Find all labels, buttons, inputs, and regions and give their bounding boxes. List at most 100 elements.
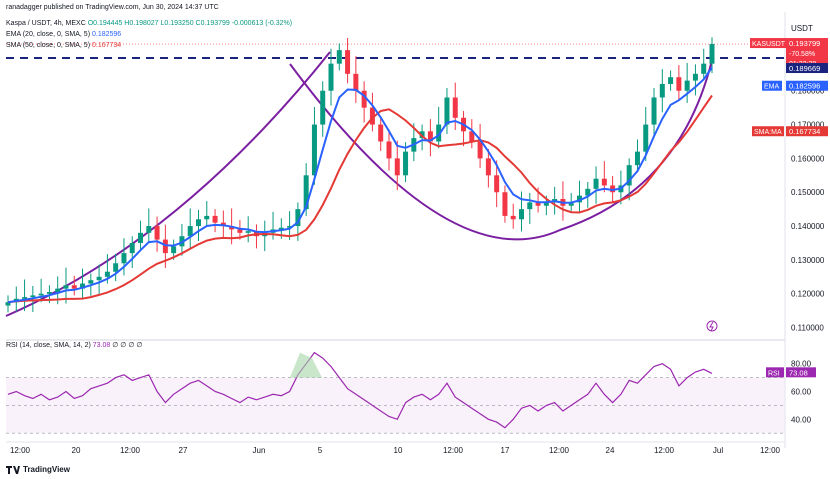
rsi-tick-label: 40.00: [791, 415, 812, 424]
sma-tag-name: SMA:MA: [754, 129, 782, 136]
price-tick-label: 0.150000: [791, 188, 825, 197]
sma-tag-bg: [786, 126, 828, 137]
symbol-tag-name: KASUSDT: [752, 41, 786, 48]
time-tick-label: 24: [606, 446, 615, 455]
candle-body: [353, 73, 359, 91]
tradingview-logo[interactable]: TradingView: [6, 465, 70, 474]
ema-legend-value: 0.182596: [91, 31, 122, 38]
candle-body: [336, 50, 342, 64]
alert-lightning-icon-bolt: [709, 321, 714, 332]
candle-body: [80, 283, 86, 289]
time-tick-label: 17: [501, 446, 510, 455]
candle-body: [427, 131, 433, 142]
candle-body: [195, 219, 201, 227]
candle-body: [510, 215, 516, 220]
candle-body: [436, 124, 442, 142]
sma-legend: SMA (50, close, 0, SMA, 5) 0.167734: [6, 42, 121, 49]
price-tick-label: 0.170000: [791, 121, 825, 130]
ema-legend: EMA (20, close, 0, SMA, 5) 0.182596: [6, 31, 121, 38]
candle-body: [96, 276, 102, 281]
rsi-tick-label: 80.00: [791, 360, 812, 369]
candle-body: [494, 175, 500, 193]
candle-body: [568, 202, 574, 206]
time-tick-label: Jun: [253, 446, 266, 455]
candle-body: [5, 302, 11, 306]
price-tick-label: 0.130000: [791, 256, 825, 265]
rsi-tag-name: RSI: [768, 370, 780, 377]
ema-tag-bg: [786, 80, 828, 91]
candle-body: [485, 158, 491, 176]
candle-body: [287, 226, 293, 228]
candle-body: [692, 73, 698, 81]
time-tick-label: 10: [394, 446, 403, 455]
sma-tag-value: 0.167734: [789, 127, 820, 136]
sma-tag-name-bg: [752, 126, 784, 137]
pattern-left-arc: [5, 51, 331, 317]
candle-body: [576, 195, 582, 203]
candle-body: [502, 192, 508, 216]
candle-body: [676, 77, 682, 91]
candle-body: [394, 158, 400, 176]
candle-body: [113, 263, 119, 272]
time-tick-label: Jul: [713, 446, 723, 455]
level-tag-value: 0.189669: [789, 64, 820, 73]
candle-body: [709, 44, 715, 64]
candle-body: [71, 285, 77, 289]
time-tick-label: 12:00: [443, 446, 464, 455]
candle-body: [162, 239, 168, 254]
rsi-legend-label: RSI (14, close, SMA, 14, 2): [6, 342, 91, 349]
published-line: ranadagger published on TradingView.com,…: [6, 4, 219, 11]
price-tick-label: 0.140000: [791, 222, 825, 231]
price-tick-label: 0.110000: [791, 324, 824, 333]
symbol-line: Kaspa / USDT, 4h, MEXC: [6, 20, 86, 27]
candle-body: [311, 124, 317, 176]
rsi-tag-name-bg: [766, 367, 784, 378]
time-tick-label: 20: [72, 446, 81, 455]
candle-body: [345, 50, 351, 74]
candle-body: [444, 97, 450, 125]
candle-body: [369, 107, 375, 125]
candle-body: [527, 202, 533, 210]
candle-body: [634, 151, 640, 166]
candle-body: [138, 232, 144, 243]
candle-body: [46, 292, 52, 294]
rsi-overbought-fill: [290, 352, 322, 378]
alert-lightning-icon: [706, 320, 718, 332]
rsi-legend-extras: ∅ ∅ ∅ ∅: [112, 342, 143, 349]
candle-body: [593, 178, 599, 189]
candle-body: [30, 295, 36, 298]
ema-legend-label: EMA (20, close, 0, SMA, 5): [6, 31, 91, 38]
candle-body: [278, 227, 284, 230]
candle-body: [229, 226, 235, 230]
candle-body: [129, 242, 135, 254]
currency-label: USDT: [791, 24, 813, 33]
ema-tag-value: 0.182596: [789, 82, 820, 91]
candle-body: [171, 246, 177, 254]
pattern-cup-arc: [289, 59, 713, 241]
candle-body: [701, 63, 707, 74]
symbol-tag-bg: [750, 38, 786, 49]
rsi-legend: RSI (14, close, SMA, 14, 2) 73.08 ∅ ∅ ∅ …: [6, 341, 142, 349]
candle-body: [378, 124, 384, 142]
time-tick-label: 12:00: [549, 446, 570, 455]
symbol-change: -70.58%: [789, 51, 815, 58]
candle-body: [88, 280, 94, 284]
candle-body: [452, 97, 458, 118]
tradingview-logo-icon: [6, 465, 20, 474]
candle-body: [179, 236, 185, 247]
candle-body: [535, 202, 541, 206]
candle-body: [245, 231, 251, 233]
candle-body: [187, 226, 193, 237]
price-tick-label: 0.160000: [791, 154, 825, 163]
candle-body: [104, 271, 110, 277]
candle-body: [55, 288, 61, 293]
ema-tag-name: EMA: [764, 84, 780, 91]
candle-body: [626, 165, 632, 186]
rsi-tag-bg: [786, 367, 816, 378]
candle-body: [543, 202, 549, 206]
time-tick-label: 12:00: [760, 446, 781, 455]
candle-body: [601, 178, 607, 186]
candle-body: [303, 175, 309, 210]
symbol-value: 0.193799: [789, 39, 820, 48]
